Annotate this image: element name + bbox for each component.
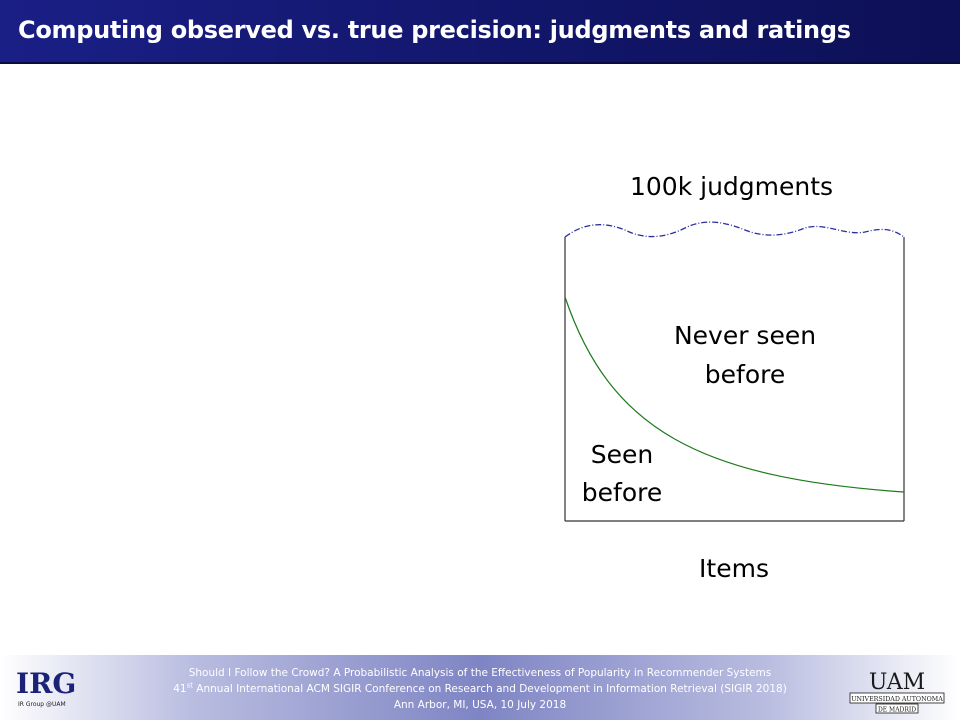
x-axis-label: Items: [699, 554, 769, 583]
uam-logo-text: UAM: [869, 670, 925, 695]
footer-line2: 41st Annual International ACM SIGIR Conf…: [150, 681, 810, 697]
irg-logo-wordmark: IRG: [16, 669, 76, 699]
uam-logo-band2: [875, 703, 919, 714]
wavy-top-edge: [564, 221, 905, 238]
footer-line2-rest: Annual International ACM SIGIR Conferenc…: [192, 683, 787, 695]
irg-logo-subtext: IR Group @UAM: [18, 701, 66, 708]
uam-logo-band: [849, 692, 945, 704]
slide-footer: IRG IR Group @UAM Should I Follow the Cr…: [0, 655, 960, 720]
uam-logo-subtext1: UNIVERSIDAD AUTONOMA: [851, 696, 943, 703]
footer-line2-sup: st: [186, 681, 193, 690]
slide-header: Computing observed vs. true precision: j…: [0, 0, 960, 64]
seen-label-line2: before: [581, 478, 663, 507]
top-label: 100k judgments: [630, 172, 834, 201]
footer-citation: Should I Follow the Crowd? A Probabilist…: [150, 665, 810, 713]
uam-logo: UAM UNIVERSIDAD AUTONOMA DE MADRID: [849, 670, 945, 714]
never-seen-label-line2: before: [704, 360, 786, 389]
seen-label-line1: Seen: [590, 440, 654, 469]
uam-logo-subtext2: DE MADRID: [878, 707, 916, 714]
footer-line1: Should I Follow the Crowd? A Probabilist…: [188, 667, 772, 679]
seen-boundary-curve: [564, 296, 905, 493]
footer-line3: Ann Arbor, MI, USA, 10 July 2018: [393, 699, 567, 711]
irg-logo-text: IRG: [16, 667, 77, 700]
slide-title: Computing observed vs. true precision: j…: [18, 16, 851, 44]
irg-logo: IRG IR Group @UAM: [16, 669, 86, 713]
footer-line2-num: 41: [173, 683, 187, 695]
never-seen-label-line1: Never seen: [673, 321, 817, 350]
